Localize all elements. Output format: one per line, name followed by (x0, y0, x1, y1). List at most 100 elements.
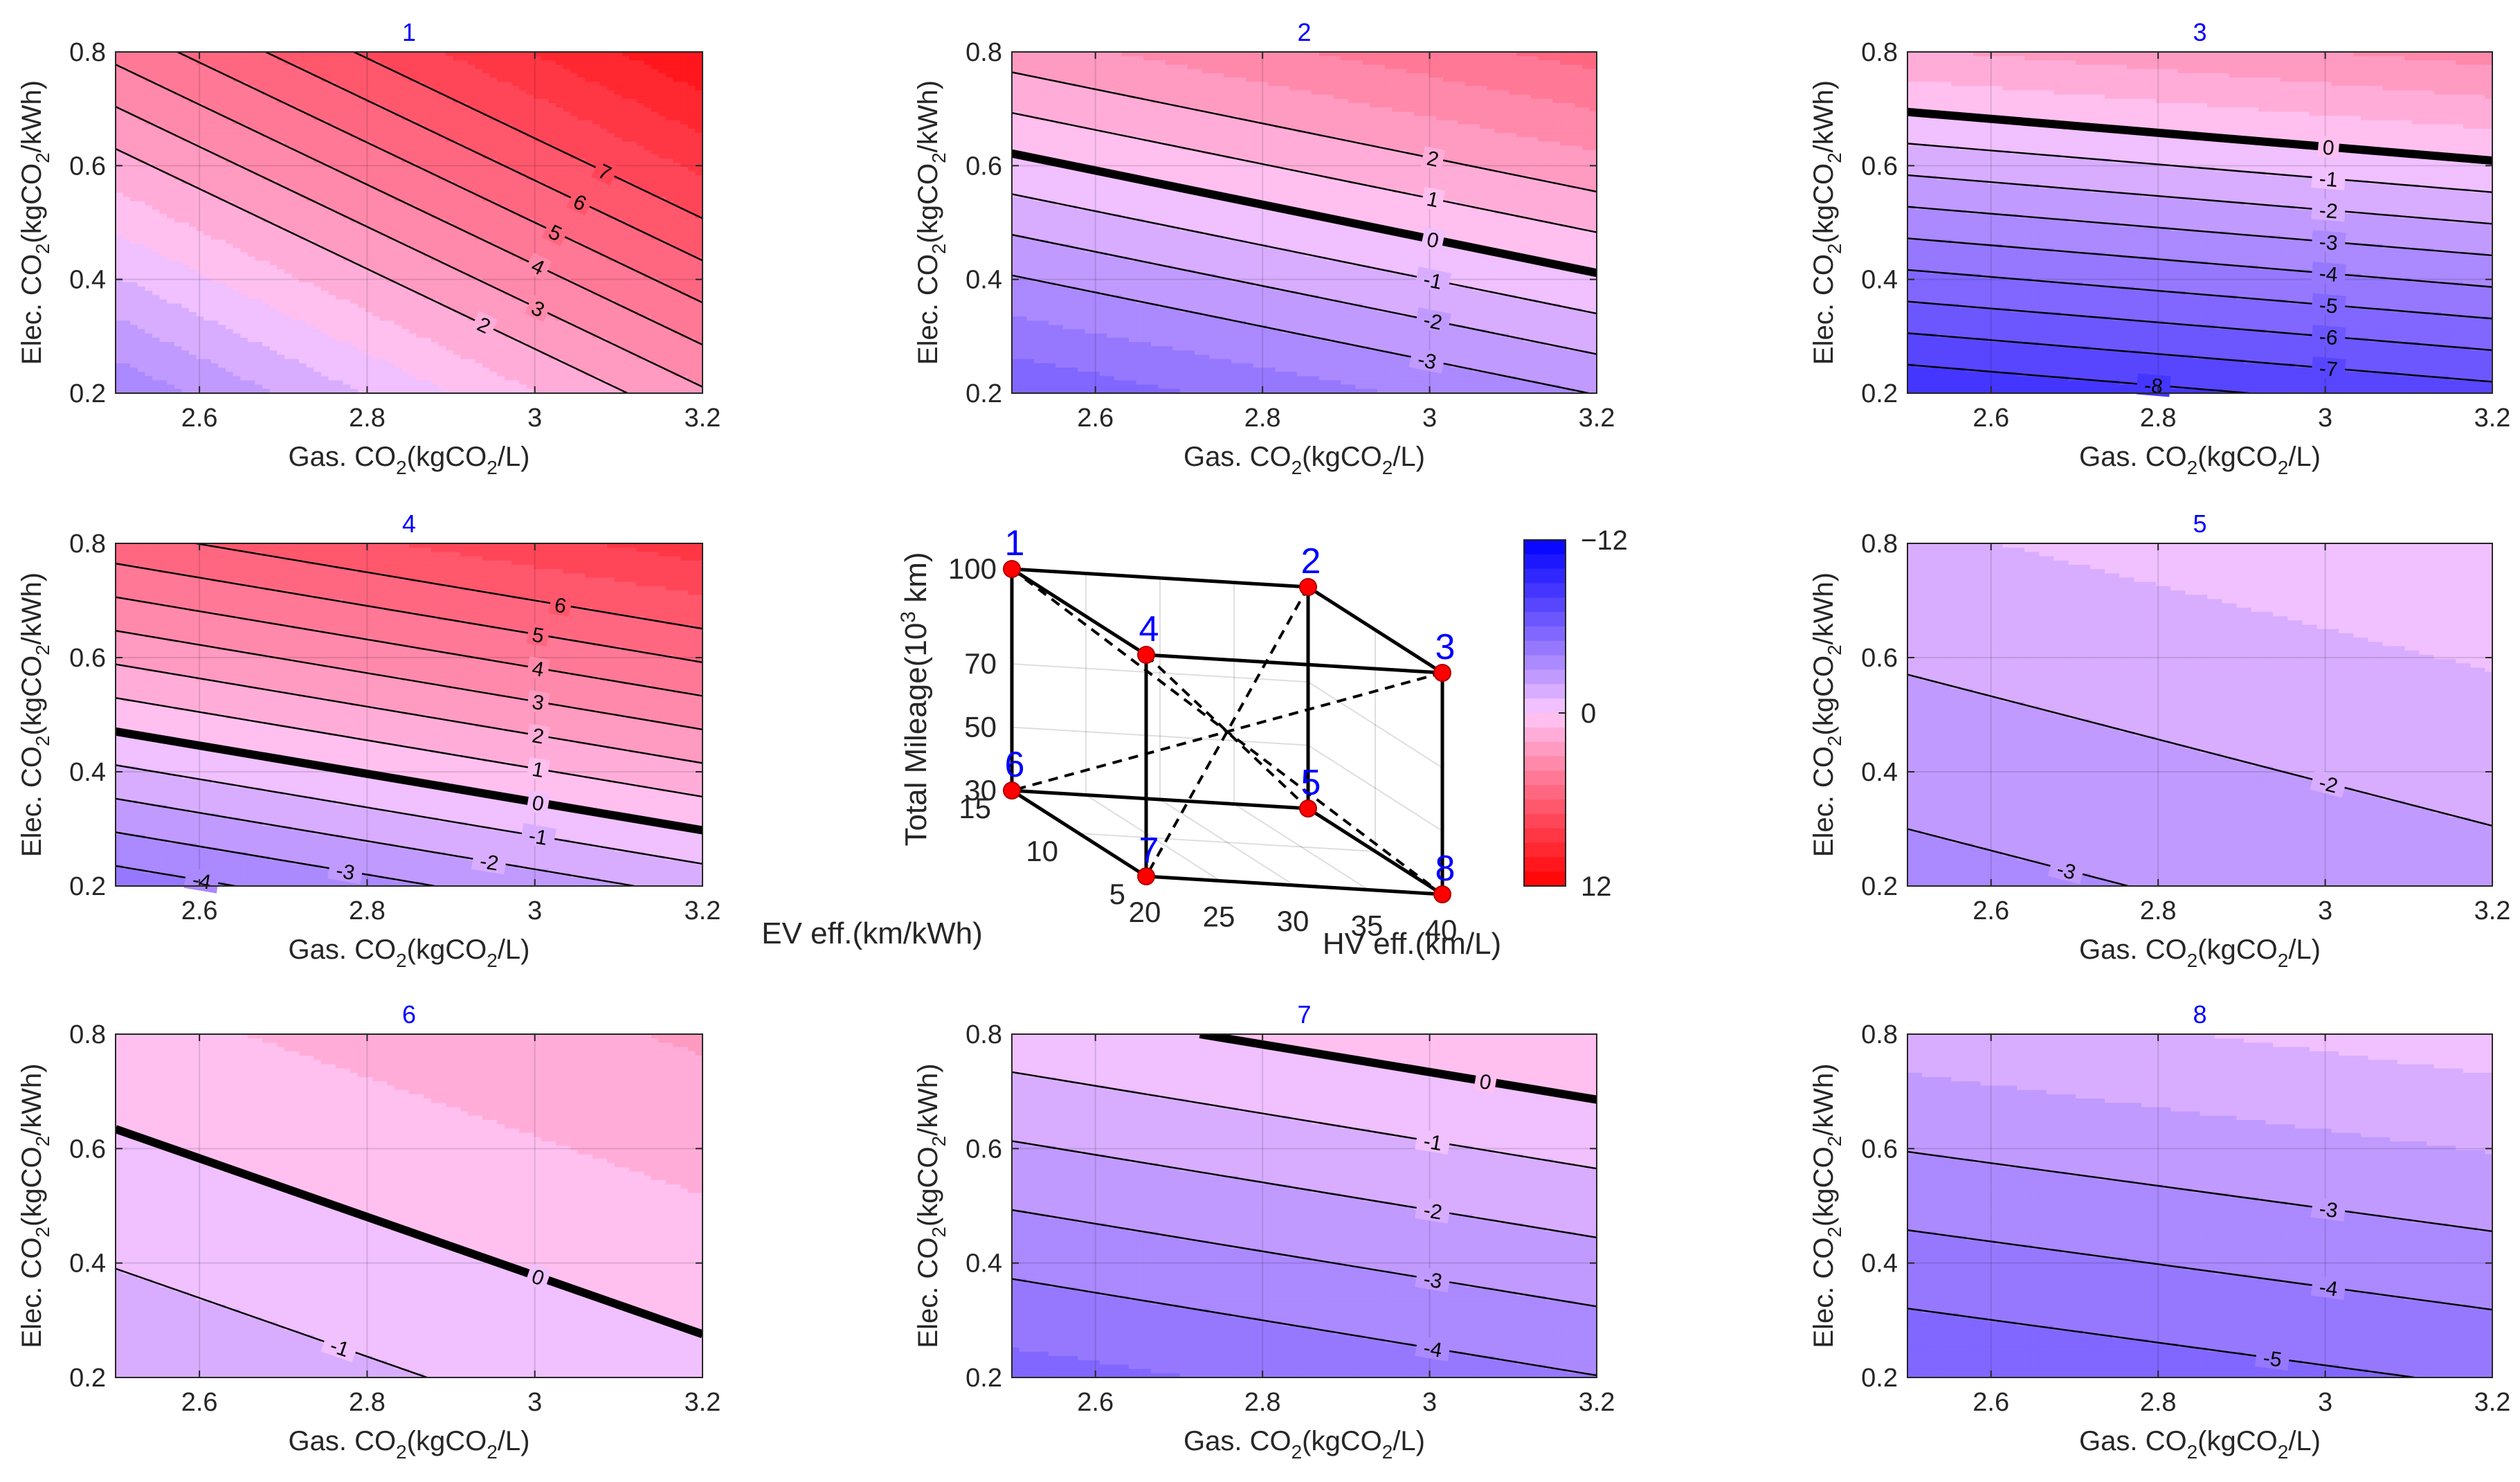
y-tick-label: 0.2 (966, 1364, 1002, 1393)
contour-panel-3: -8 -7 -6 -5 -4 -3 -2 -1 0 2.6 2.8 3 3.2 0.2 0.4 0.6 0.8 3… (1809, 18, 2510, 478)
x-tick-label: 2.8 (2140, 896, 2177, 925)
y-tick-label: 0.8 (69, 530, 106, 559)
colorbar-band (1524, 640, 1566, 656)
y-tick-label: 0.6 (1861, 152, 1898, 181)
contour-label--4: -4 (2318, 1276, 2339, 1301)
scatter-point-7 (1137, 867, 1155, 885)
x-tick-label: 3.2 (2474, 404, 2511, 433)
contour-line-4 (116, 596, 702, 697)
contour-line-2 (116, 663, 702, 764)
x-tick-label: 3.2 (685, 404, 721, 433)
contour-label-0: 0 (1478, 1070, 1493, 1094)
y-tick-label: 0.2 (1861, 1364, 1898, 1393)
x-tick-label: 2.6 (181, 404, 218, 433)
contour-line--8 (1907, 363, 2249, 393)
y-axis-label: Elec. CO2(kgCO2/kWh) (913, 80, 950, 365)
colorbar-band (1524, 669, 1566, 685)
z3d-tick-label: 30 (964, 774, 997, 806)
x-tick-label: 3 (1422, 1388, 1437, 1417)
x-tick-label: 2.8 (1244, 404, 1281, 433)
y-tick-label: 0.8 (69, 1020, 106, 1049)
contour-label--4: -4 (190, 869, 212, 894)
scatter-label-4: 4 (1139, 609, 1159, 649)
contour-line--2 (1907, 674, 2492, 827)
x-tick-label: 2.8 (2140, 404, 2177, 433)
colorbar-tick-label: 12 (1581, 871, 1612, 902)
contour-panel-8: -5 -4 -3 2.6 2.8 3 3.2 0.2 0.4 0.6 0.8 8 Gas. CO2(kg… (1809, 1000, 2510, 1463)
y-tick-label: 0.4 (1861, 758, 1898, 787)
y-tick-label: 0.6 (1861, 644, 1898, 673)
contour-lines (116, 543, 702, 886)
x-tick-label: 2.6 (181, 1388, 218, 1417)
panel-title: 2 (1297, 18, 1311, 46)
contour-line-0 (116, 1125, 702, 1339)
x-tick-label: 2.8 (349, 1388, 386, 1417)
contour-label--7: -7 (2319, 357, 2339, 381)
contour-line-3 (116, 106, 702, 388)
y-tick-label: 0.2 (69, 1364, 106, 1393)
contour-line--3 (1907, 206, 2492, 257)
scatter-label-7: 7 (1139, 831, 1159, 871)
panel-title: 4 (402, 509, 416, 538)
colorbar-band (1524, 727, 1566, 743)
y-tick-label: 0.6 (69, 152, 106, 181)
x-tick-label: 3 (527, 896, 542, 925)
colorbar-band (1524, 554, 1566, 570)
scatter-point-5 (1299, 799, 1317, 817)
x-tick-label: 3 (1422, 404, 1437, 433)
contour-label-2: 2 (1425, 147, 1441, 172)
contour-line--4 (1907, 1229, 2492, 1311)
contour-label-0: 0 (1425, 228, 1441, 253)
contour-line--3 (1907, 1150, 2492, 1232)
contour-panel-7: -4 -3 -2 -1 0 2.6 2.8 3 3.2 0.2 0.4 0.6 0.8 7 Gas. CO2… (913, 1000, 1615, 1463)
contour-label--1: -1 (2319, 168, 2339, 192)
colorbar-band (1524, 540, 1566, 555)
contour-label--1: -1 (527, 824, 549, 850)
contour-line--6 (1907, 300, 2492, 352)
x-tick-label: 3 (2318, 896, 2332, 925)
colorbar-band (1524, 770, 1566, 786)
contour-label--3: -3 (334, 859, 356, 885)
contour-panel-2: -3 -2 -1 0 1 2 2.6 2.8 3 3.2 0.2 0.4 0.6 0.8 2 Gas. CO2… (913, 18, 1615, 478)
contour-line-2 (116, 147, 628, 393)
x3d-tick-label: 35 (1351, 910, 1384, 942)
x-tick-label: 3 (527, 1388, 542, 1417)
contour-line--1 (116, 764, 702, 865)
colorbar-band (1524, 713, 1566, 728)
colorbar-band (1524, 828, 1566, 844)
contour-line-3 (116, 629, 702, 731)
x-tick-label: 2.6 (1077, 404, 1114, 433)
box3d (1010, 567, 1444, 896)
contour-line--2 (1907, 174, 2492, 225)
x-tick-label: 2.8 (2140, 1388, 2177, 1417)
contour-line--2 (1012, 233, 1597, 355)
axes-frame (115, 51, 703, 394)
x-axis-label: Gas. CO2(kgCO2/L) (2079, 934, 2321, 971)
y-tick-label: 0.6 (69, 1135, 106, 1164)
x-tick-label: 3.2 (1579, 1388, 1615, 1417)
colorbar-band (1524, 568, 1566, 584)
y-tick-label: 0.4 (1861, 1249, 1898, 1278)
scatter-point-2 (1299, 578, 1317, 596)
contour-labels: -4 -3 -2 -1 0 (1415, 1069, 1498, 1362)
x-tick-label: 3.2 (685, 896, 721, 925)
contour-label--1: -1 (1422, 268, 1444, 294)
contour-line--2 (1012, 1140, 1597, 1238)
x-axis-label: Gas. CO2(kgCO2/L) (1184, 442, 1425, 478)
y-axis-label: Elec. CO2(kgCO2/kWh) (17, 80, 53, 365)
y3d-tick-label: 5 (1109, 878, 1125, 910)
y-tick-label: 0.4 (69, 758, 106, 787)
contour-line--4 (1907, 237, 2492, 288)
colorbar-band (1524, 626, 1566, 642)
y-tick-label: 0.2 (1861, 379, 1898, 408)
contour-label--5: -5 (2319, 294, 2339, 318)
contour-label-6: 6 (553, 594, 568, 618)
contour-panel-5: -3-2 2.6 2.8 3 3.2 0.2 0.4 0.6 0.8 5 Gas. CO2(kgCO… (1809, 509, 2510, 971)
x-axis-label: Gas. CO2(kgCO2/L) (2079, 442, 2321, 478)
contour-line--1 (1012, 193, 1597, 315)
scatter-point-4 (1137, 646, 1155, 664)
contour-lines (1012, 71, 1597, 393)
y-tick-label: 0.4 (69, 266, 106, 295)
